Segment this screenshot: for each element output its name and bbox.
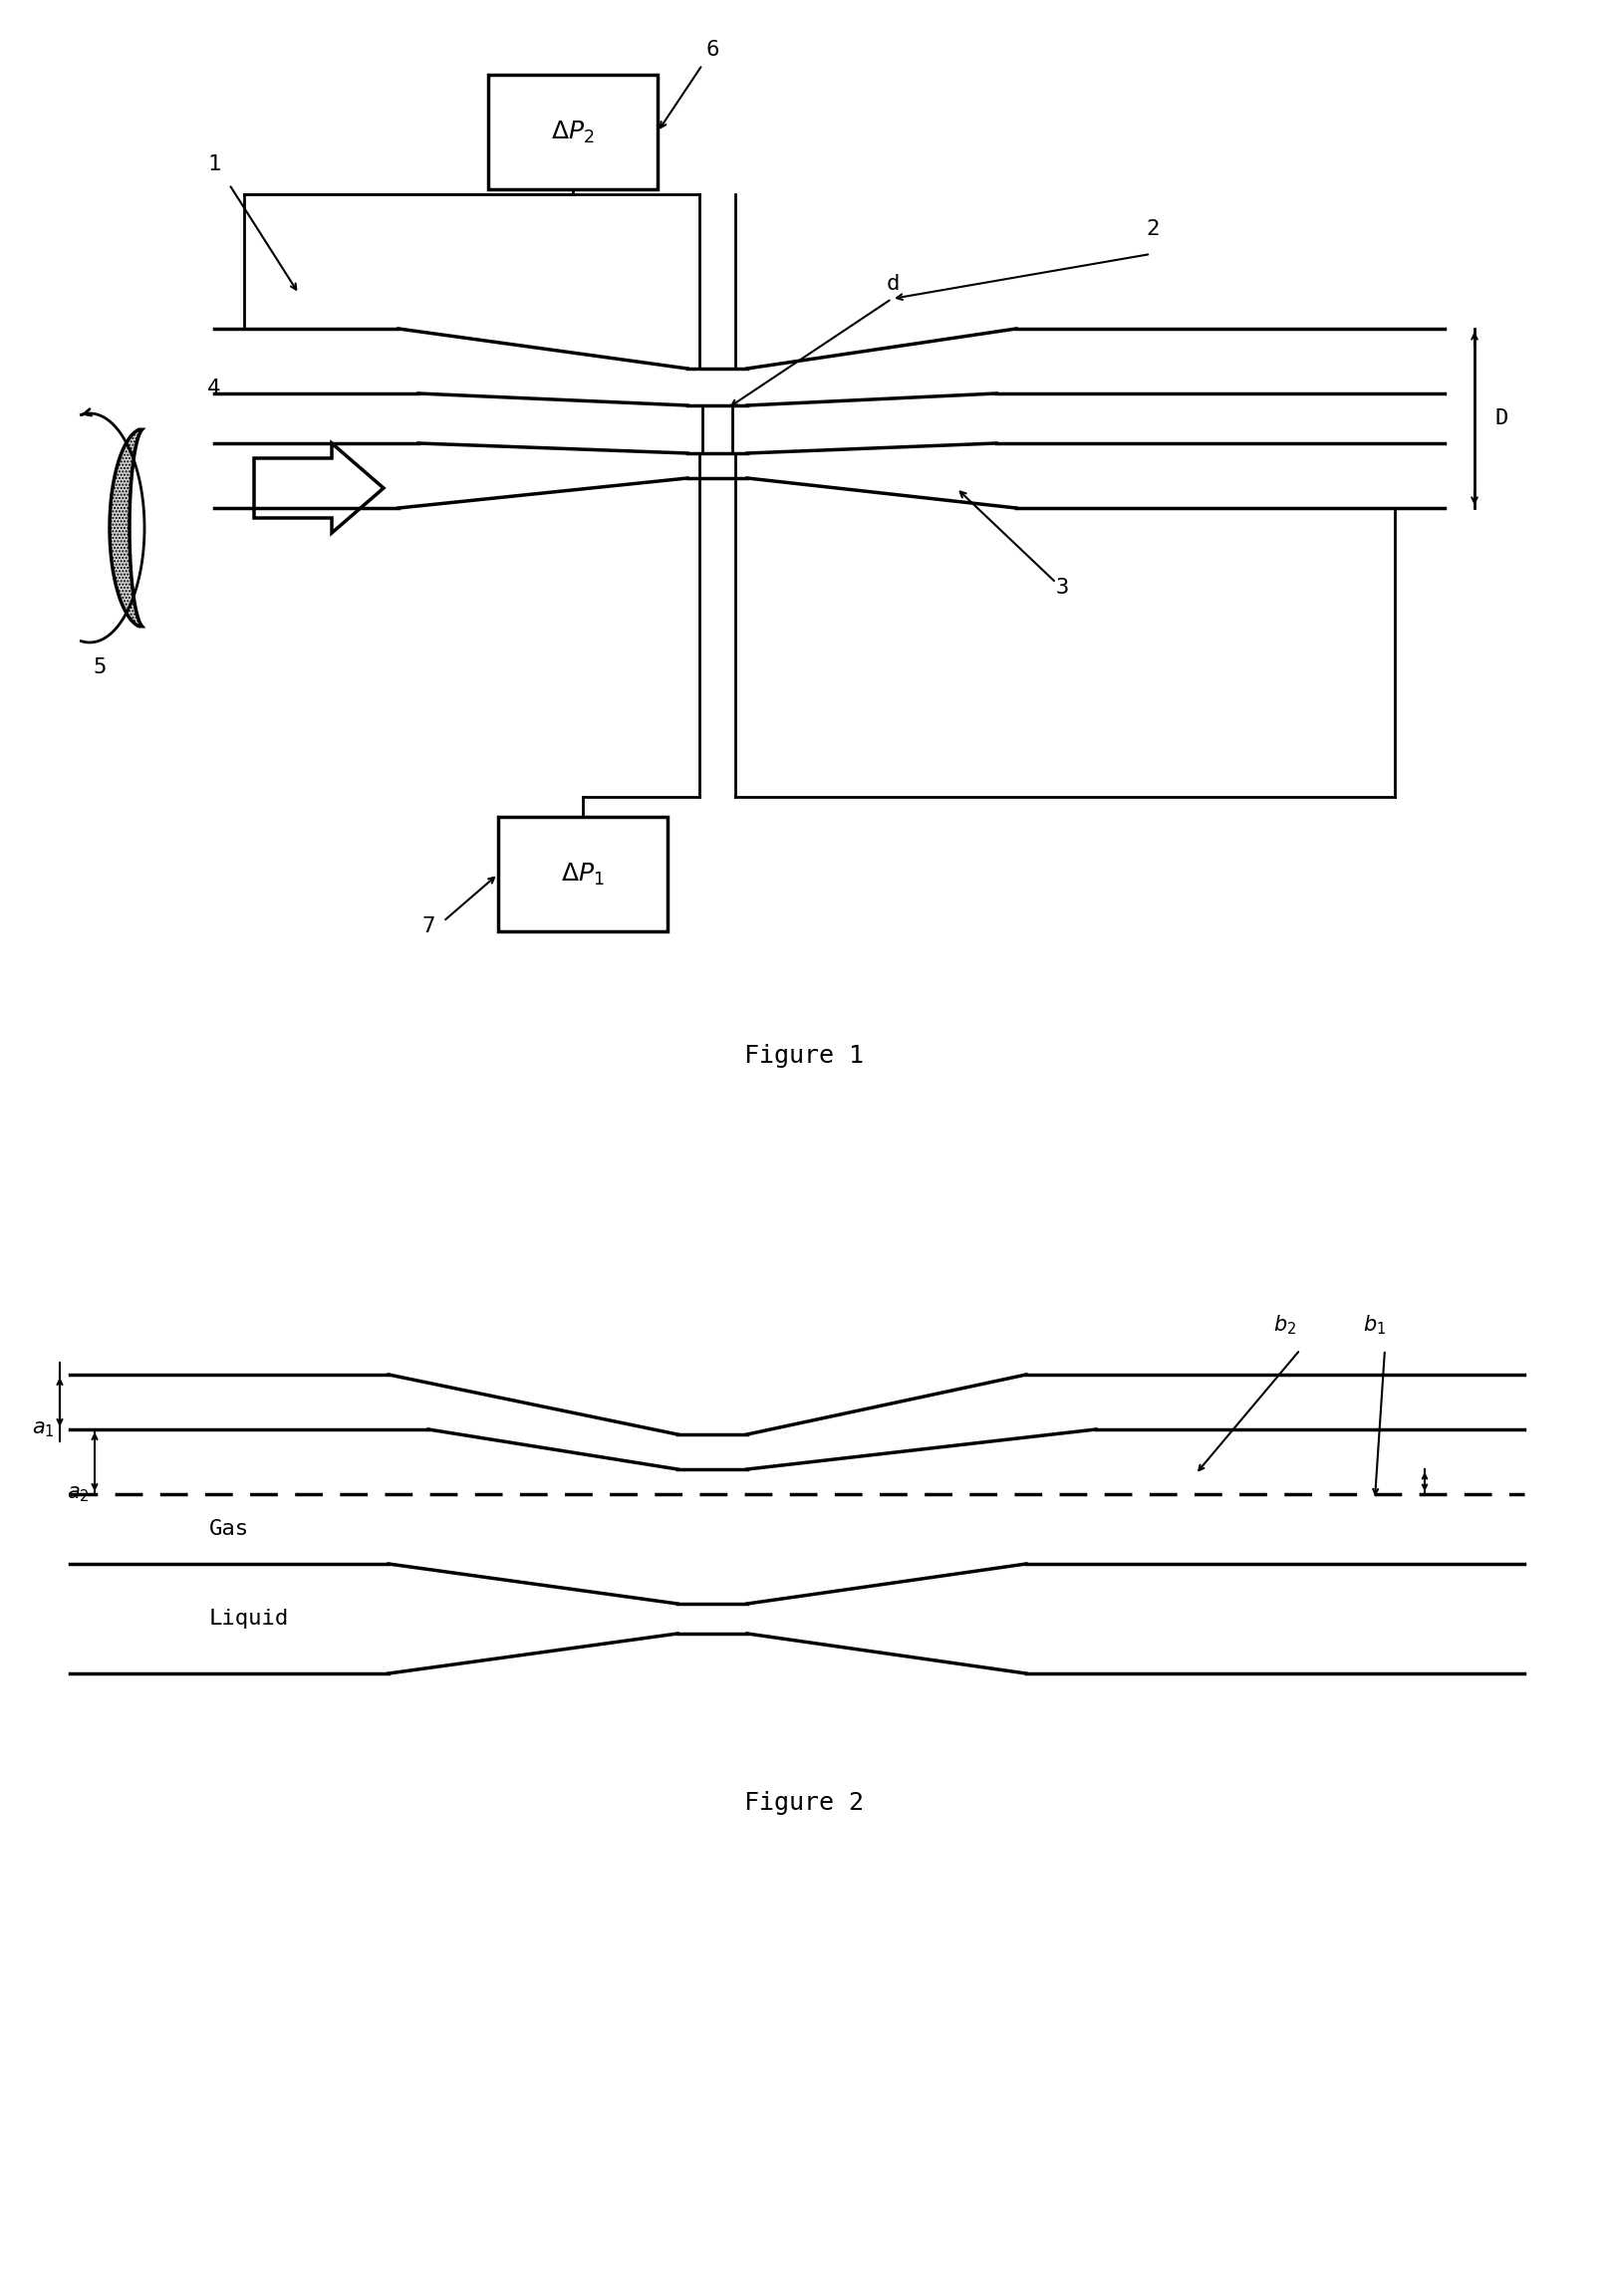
Text: $\Delta P_2$: $\Delta P_2$ xyxy=(552,119,595,145)
Text: $\Delta P_1$: $\Delta P_1$ xyxy=(561,861,605,886)
Text: Figure 1: Figure 1 xyxy=(745,1045,863,1068)
Text: 5: 5 xyxy=(93,657,106,677)
Text: $a_2$: $a_2$ xyxy=(68,1483,90,1504)
Text: $b_1$: $b_1$ xyxy=(1364,1313,1386,1336)
Polygon shape xyxy=(254,443,384,533)
Text: 6: 6 xyxy=(706,39,719,60)
Polygon shape xyxy=(109,429,142,627)
Text: $a_1$: $a_1$ xyxy=(32,1419,55,1440)
Bar xyxy=(498,817,667,932)
Text: Figure 2: Figure 2 xyxy=(745,1791,863,1814)
Text: 7: 7 xyxy=(421,916,436,937)
Text: $b_2$: $b_2$ xyxy=(1274,1313,1296,1336)
Text: d: d xyxy=(886,273,900,294)
Bar xyxy=(703,406,732,452)
Text: Gas: Gas xyxy=(209,1520,249,1538)
Bar xyxy=(489,76,658,188)
Text: Liquid: Liquid xyxy=(209,1609,289,1628)
Text: 1: 1 xyxy=(207,154,220,174)
Text: 4: 4 xyxy=(207,379,220,400)
Text: 2: 2 xyxy=(1147,218,1159,239)
Text: 3: 3 xyxy=(1056,579,1069,597)
Text: D: D xyxy=(1494,409,1508,429)
